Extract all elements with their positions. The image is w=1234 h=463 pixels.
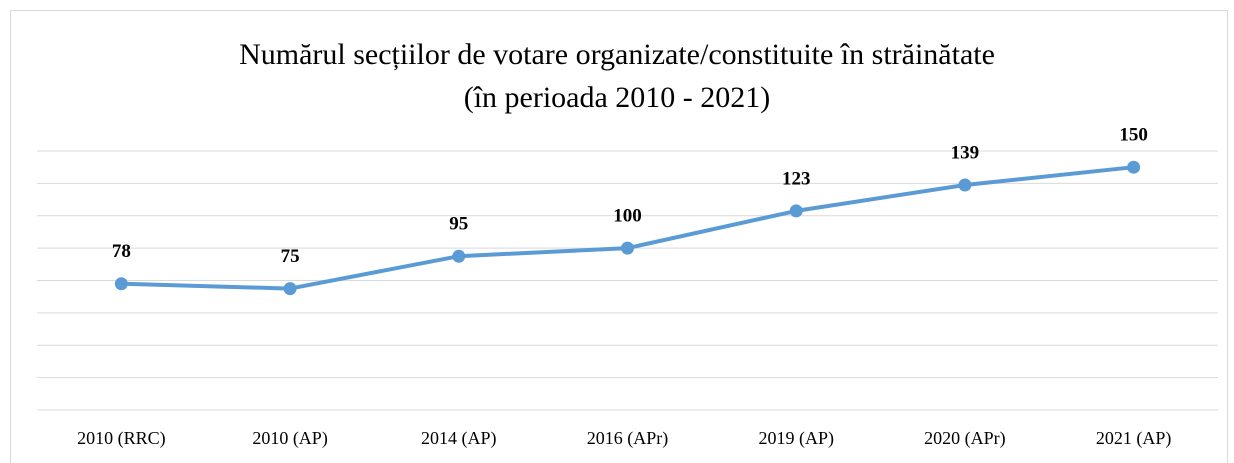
x-tick-label: 2014 (AP) [421,428,497,449]
point [1127,160,1141,174]
point [452,249,466,263]
x-tick-label: 2016 (APr) [587,428,669,449]
chart-title: Numărul secțiilor de votare organizate/c… [239,38,995,71]
x-tick-label: 2019 (AP) [758,428,834,449]
data-label: 75 [281,246,300,267]
data-label: 150 [1119,125,1148,146]
line [121,165,1134,291]
x-tick-label: 2010 (RRC) [77,428,166,449]
x-tick-label: 2021 (AP) [1096,428,1172,449]
chart-subtitle: (în perioada 2010 - 2021) [464,81,771,114]
point [958,178,972,192]
x-tick-label: 2010 (AP) [252,428,328,449]
point [114,277,128,291]
data-label: 123 [782,168,811,189]
x-tick-label: 2020 (APr) [924,428,1006,449]
data-label: 95 [449,214,468,235]
point [789,204,803,218]
data-label: 100 [613,205,642,226]
point [283,282,297,296]
data-label: 78 [112,241,131,262]
point [621,241,634,255]
data-label: 139 [951,142,980,163]
chart-border [10,10,1228,463]
